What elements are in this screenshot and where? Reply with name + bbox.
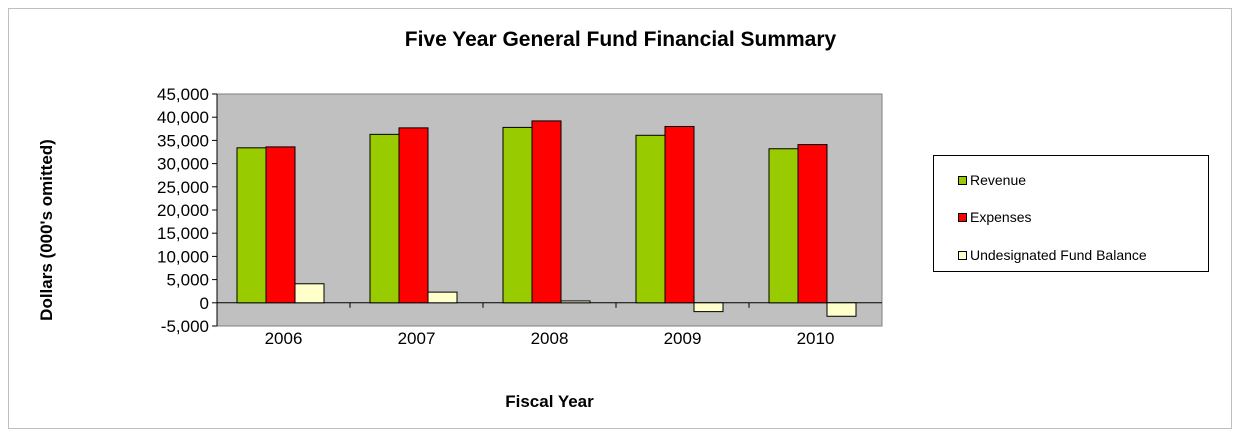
legend-label-revenue: Revenue — [970, 172, 1027, 188]
x-tick-label: 2008 — [531, 329, 569, 348]
x-tick-label: 2010 — [797, 329, 835, 348]
legend-item-fund-balance: Undesignated Fund Balance — [958, 247, 1147, 263]
bar-revenue-2009 — [635, 134, 666, 304]
legend-swatch-fund-balance — [958, 250, 967, 260]
bar-revenue-2008 — [502, 126, 533, 304]
x-tick-label: 2007 — [398, 329, 436, 348]
bar-expenses-2006 — [265, 146, 296, 304]
legend-label-fund-balance: Undesignated Fund Balance — [970, 247, 1147, 263]
bar-expenses-2007 — [398, 127, 429, 304]
x-tick-label: 2009 — [664, 329, 702, 348]
legend-label-expenses: Expenses — [970, 209, 1032, 225]
legend-swatch-revenue — [958, 175, 967, 185]
legend-item-expenses: Expenses — [958, 209, 1031, 225]
bar-expenses-2010 — [797, 144, 828, 304]
y-tick-label: 20,000 — [157, 201, 209, 220]
x-tick-label: 2006 — [265, 329, 303, 348]
y-tick-label: 40,000 — [157, 108, 209, 127]
legend-item-revenue: Revenue — [958, 172, 1026, 188]
bar-expenses-2008 — [531, 120, 562, 304]
y-tick-label: 10,000 — [157, 247, 209, 266]
bar-expenses-2009 — [664, 125, 695, 304]
y-tick-label: 45,000 — [157, 85, 209, 104]
y-tick-label: 15,000 — [157, 224, 209, 243]
bar-undesignated-fund-balance-2010 — [826, 302, 857, 317]
bar-undesignated-fund-balance-2009 — [693, 302, 724, 313]
chart-title: Five Year General Fund Financial Summary — [404, 28, 837, 51]
y-tick-label: 30,000 — [157, 155, 209, 174]
bar-undesignated-fund-balance-2006 — [294, 283, 325, 304]
y-tick-label: -5,000 — [161, 317, 209, 336]
legend-swatch-expenses — [958, 212, 967, 222]
bar-revenue-2007 — [369, 133, 400, 304]
y-axis-label: Dollars (000's omitted) — [37, 139, 56, 321]
bar-revenue-2010 — [768, 148, 799, 304]
y-tick-label: 5,000 — [166, 271, 209, 290]
y-tick-label: 25,000 — [157, 178, 209, 197]
bar-revenue-2006 — [236, 147, 267, 304]
legend: Revenue Expenses Undesignated Fund Balan… — [933, 155, 1209, 272]
x-axis-label: Fiscal Year — [505, 392, 594, 411]
y-tick-label: 35,000 — [157, 131, 209, 150]
bar-undesignated-fund-balance-2007 — [427, 291, 458, 304]
bar-undesignated-fund-balance-2008 — [560, 300, 591, 304]
y-tick-label: 0 — [200, 294, 209, 313]
